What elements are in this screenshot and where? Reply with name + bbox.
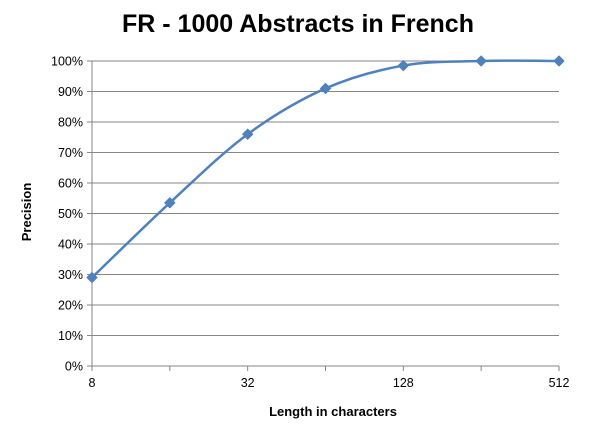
y-tick-label: 100% [51, 55, 83, 69]
y-tick-label: 10% [58, 329, 83, 343]
plot-area [86, 55, 565, 284]
data-point-marker [397, 59, 410, 72]
y-tick-label: 20% [58, 299, 83, 313]
gridlines [87, 60, 560, 371]
y-tick-label: 50% [58, 207, 83, 221]
data-point-marker [86, 271, 98, 284]
y-tick-label: 60% [58, 177, 83, 191]
data-point-marker [241, 128, 254, 141]
x-axis-title: Length in characters [269, 404, 397, 419]
y-tick-label: 80% [58, 116, 83, 130]
data-point-marker [163, 196, 176, 209]
x-tick-label: 128 [393, 376, 414, 390]
data-point-marker [475, 55, 488, 67]
data-point-marker [553, 55, 565, 67]
x-tick-labels: 8 32 128 512 [89, 376, 570, 390]
y-axis-title: Precision [19, 183, 34, 242]
x-tick-label: 512 [549, 376, 570, 390]
y-tick-labels: 0% 10% 20% 30% 40% 50% 60% 70% 80% 90% 100% [51, 55, 83, 374]
x-tick-label: 32 [241, 376, 255, 390]
y-tick-label: 90% [58, 85, 83, 99]
y-tick-label: 0% [65, 360, 83, 374]
data-point-marker [319, 82, 332, 95]
y-tick-label: 40% [58, 238, 83, 252]
y-tick-label: 70% [58, 146, 83, 160]
x-tick-label: 8 [89, 376, 96, 390]
y-tick-label: 30% [58, 268, 83, 282]
chart-title: FR - 1000 Abstracts in French [122, 10, 474, 38]
